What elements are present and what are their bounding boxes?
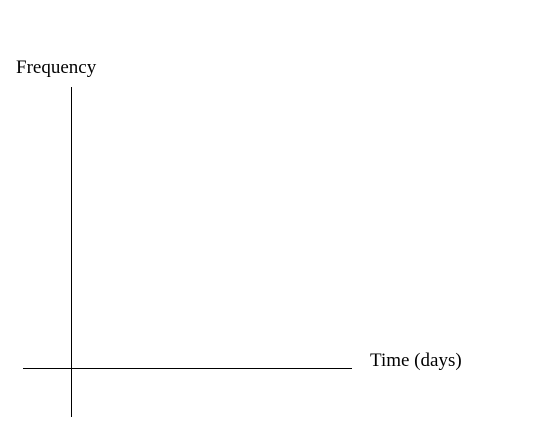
x-axis-label: Time (days) (370, 350, 462, 371)
y-axis-label: Frequency (16, 57, 97, 78)
